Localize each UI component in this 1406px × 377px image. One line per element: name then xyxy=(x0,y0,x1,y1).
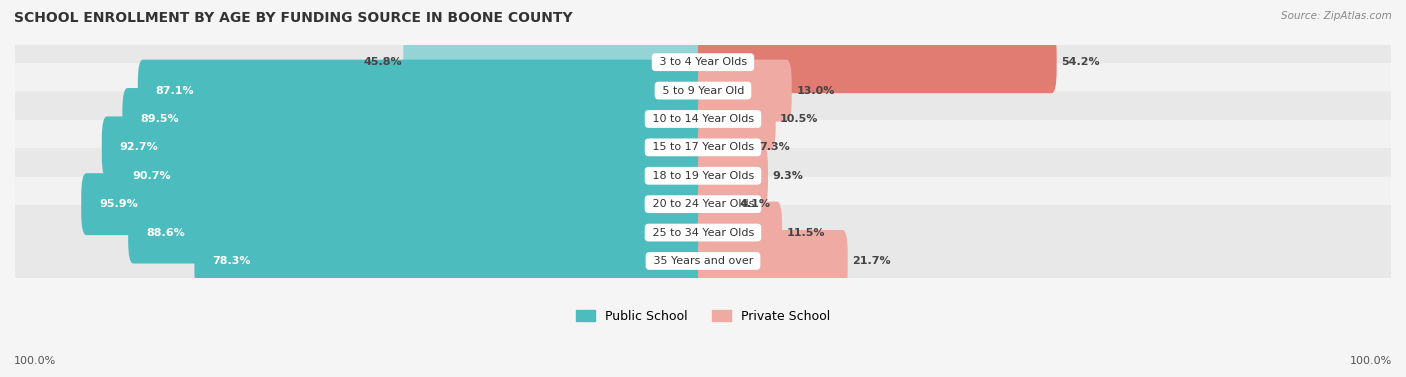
Text: 10 to 14 Year Olds: 10 to 14 Year Olds xyxy=(648,114,758,124)
FancyBboxPatch shape xyxy=(697,31,1057,93)
Text: 18 to 19 Year Olds: 18 to 19 Year Olds xyxy=(648,171,758,181)
FancyBboxPatch shape xyxy=(6,63,1400,175)
Text: 100.0%: 100.0% xyxy=(1350,356,1392,366)
FancyBboxPatch shape xyxy=(6,205,1400,317)
FancyBboxPatch shape xyxy=(6,177,1400,288)
Text: 95.9%: 95.9% xyxy=(100,199,138,209)
FancyBboxPatch shape xyxy=(6,35,1400,147)
Text: 100.0%: 100.0% xyxy=(14,356,56,366)
Text: 92.7%: 92.7% xyxy=(120,143,159,152)
Text: SCHOOL ENROLLMENT BY AGE BY FUNDING SOURCE IN BOONE COUNTY: SCHOOL ENROLLMENT BY AGE BY FUNDING SOUR… xyxy=(14,11,572,25)
FancyBboxPatch shape xyxy=(697,116,755,178)
Text: 45.8%: 45.8% xyxy=(364,57,402,67)
Text: 13.0%: 13.0% xyxy=(796,86,835,96)
FancyBboxPatch shape xyxy=(115,145,709,207)
Text: 11.5%: 11.5% xyxy=(786,228,825,238)
FancyBboxPatch shape xyxy=(697,202,782,264)
Text: 3 to 4 Year Olds: 3 to 4 Year Olds xyxy=(655,57,751,67)
FancyBboxPatch shape xyxy=(697,60,792,121)
Legend: Public School, Private School: Public School, Private School xyxy=(576,310,830,323)
Text: 87.1%: 87.1% xyxy=(156,86,194,96)
FancyBboxPatch shape xyxy=(194,230,709,292)
Text: 78.3%: 78.3% xyxy=(212,256,250,266)
Text: 25 to 34 Year Olds: 25 to 34 Year Olds xyxy=(648,228,758,238)
Text: 4.1%: 4.1% xyxy=(740,199,770,209)
Text: 54.2%: 54.2% xyxy=(1062,57,1099,67)
Text: 90.7%: 90.7% xyxy=(132,171,172,181)
FancyBboxPatch shape xyxy=(128,202,709,264)
FancyBboxPatch shape xyxy=(82,173,709,235)
Text: 89.5%: 89.5% xyxy=(141,114,179,124)
FancyBboxPatch shape xyxy=(697,173,734,235)
Text: 5 to 9 Year Old: 5 to 9 Year Old xyxy=(658,86,748,96)
FancyBboxPatch shape xyxy=(404,31,709,93)
FancyBboxPatch shape xyxy=(697,88,776,150)
FancyBboxPatch shape xyxy=(697,230,848,292)
Text: 20 to 24 Year Olds: 20 to 24 Year Olds xyxy=(648,199,758,209)
FancyBboxPatch shape xyxy=(138,60,709,121)
FancyBboxPatch shape xyxy=(6,92,1400,203)
FancyBboxPatch shape xyxy=(697,145,768,207)
Text: 10.5%: 10.5% xyxy=(780,114,818,124)
Text: 15 to 17 Year Olds: 15 to 17 Year Olds xyxy=(648,143,758,152)
Text: 21.7%: 21.7% xyxy=(852,256,891,266)
Text: 7.3%: 7.3% xyxy=(759,143,790,152)
FancyBboxPatch shape xyxy=(101,116,709,178)
Text: 35 Years and over: 35 Years and over xyxy=(650,256,756,266)
FancyBboxPatch shape xyxy=(6,148,1400,260)
Text: 9.3%: 9.3% xyxy=(772,171,803,181)
FancyBboxPatch shape xyxy=(6,6,1400,118)
Text: Source: ZipAtlas.com: Source: ZipAtlas.com xyxy=(1281,11,1392,21)
FancyBboxPatch shape xyxy=(6,120,1400,232)
FancyBboxPatch shape xyxy=(122,88,709,150)
Text: 88.6%: 88.6% xyxy=(146,228,186,238)
